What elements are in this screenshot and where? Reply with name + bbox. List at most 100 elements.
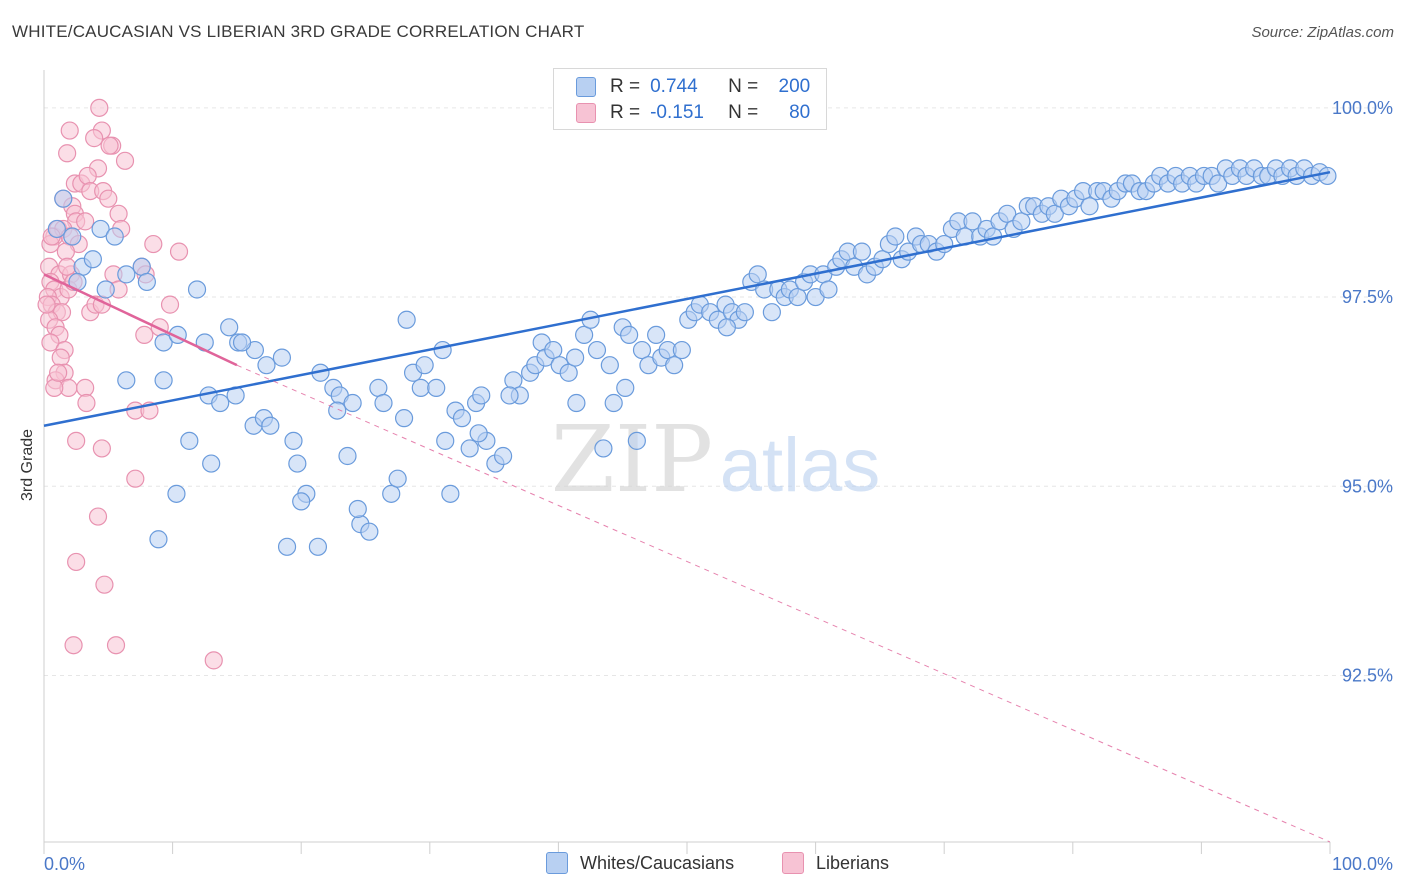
legend-swatch-whites bbox=[576, 77, 596, 97]
whites-point bbox=[717, 318, 736, 337]
whites-point bbox=[388, 469, 407, 488]
whites-point bbox=[47, 219, 66, 239]
liberian-point bbox=[41, 333, 60, 352]
x-tick-label: 100.0% bbox=[1332, 854, 1393, 874]
liberian-point bbox=[92, 439, 111, 458]
whites-point bbox=[180, 431, 199, 450]
whites-point bbox=[963, 212, 982, 231]
whites-point bbox=[594, 439, 613, 458]
whites-point bbox=[567, 393, 586, 413]
whites-point bbox=[211, 393, 230, 413]
whites-point bbox=[137, 272, 156, 292]
legend-n-value-liberians: 80 bbox=[789, 102, 811, 123]
liberian-point bbox=[135, 325, 154, 345]
whites-point bbox=[382, 484, 401, 503]
whites-point bbox=[272, 348, 292, 367]
whites-point bbox=[762, 303, 781, 322]
whites-point bbox=[672, 340, 691, 360]
liberian-point bbox=[51, 348, 70, 367]
whites-point bbox=[819, 280, 838, 299]
legend-n-label: N = bbox=[728, 76, 759, 97]
whites-point bbox=[54, 189, 73, 208]
whites-point bbox=[566, 348, 585, 367]
legend-r-label: R = bbox=[610, 76, 641, 97]
liberians-trend-extension bbox=[236, 364, 1331, 843]
liberian-point bbox=[106, 636, 126, 655]
whites-point bbox=[308, 537, 328, 556]
whites-point bbox=[544, 340, 563, 360]
whites-point bbox=[284, 431, 303, 450]
liberian-point bbox=[58, 257, 77, 276]
liberian-point bbox=[100, 136, 119, 155]
y-axis-title: 3rd Grade bbox=[19, 429, 36, 501]
whites-point bbox=[374, 393, 393, 413]
whites-point bbox=[494, 446, 513, 466]
liberian-point bbox=[58, 144, 77, 163]
whites-point bbox=[415, 356, 434, 375]
y-tick-label: 92.5% bbox=[1342, 665, 1393, 685]
whites-point bbox=[587, 340, 607, 360]
whites-point bbox=[328, 401, 347, 420]
whites-point bbox=[460, 439, 479, 458]
whites-point bbox=[187, 280, 207, 299]
whites-point bbox=[620, 325, 639, 345]
whites-point bbox=[472, 386, 491, 405]
liberian-point bbox=[109, 204, 128, 223]
liberian-point bbox=[160, 295, 180, 314]
liberian-point bbox=[90, 98, 109, 117]
bottom-legend-label-whites: Whites/Caucasians bbox=[580, 852, 735, 873]
legend-swatch-liberians bbox=[576, 103, 596, 123]
whites-point bbox=[369, 378, 388, 397]
whites-point bbox=[647, 325, 666, 345]
liberian-point bbox=[169, 242, 189, 261]
whites-point bbox=[852, 242, 871, 261]
whites-point bbox=[338, 446, 357, 466]
whites-point bbox=[292, 492, 311, 511]
liberian-point bbox=[95, 575, 114, 594]
liberian-point bbox=[76, 378, 95, 397]
liberian-point bbox=[49, 363, 68, 382]
whites-point bbox=[735, 303, 754, 322]
whites-point bbox=[105, 227, 124, 246]
liberians-trend-line bbox=[43, 273, 238, 367]
axes bbox=[43, 70, 1331, 854]
whites-point bbox=[149, 530, 168, 549]
liberian-point bbox=[115, 151, 135, 170]
whites-point bbox=[604, 393, 623, 413]
whites-point bbox=[575, 325, 594, 345]
whites-point bbox=[600, 356, 619, 375]
liberian-point bbox=[77, 393, 96, 413]
liberian-point bbox=[204, 651, 223, 670]
chart-source: Source: ZipAtlas.com bbox=[1251, 24, 1394, 41]
whites-point bbox=[360, 522, 379, 541]
whites-point bbox=[232, 333, 252, 352]
whites-point bbox=[632, 340, 652, 360]
whites-point bbox=[220, 318, 239, 337]
liberian-point bbox=[45, 378, 64, 397]
whites-point bbox=[117, 371, 136, 390]
whites-point bbox=[132, 257, 151, 276]
whites-point bbox=[665, 356, 684, 375]
whites-point bbox=[394, 409, 414, 428]
legend-row-whites: R = 0.744 N = 200 bbox=[576, 74, 810, 100]
whites-point bbox=[96, 280, 115, 299]
whites-point bbox=[452, 409, 472, 428]
liberian-point bbox=[67, 431, 86, 450]
watermark: ZIP atlas bbox=[551, 406, 880, 513]
whites-point bbox=[1045, 204, 1064, 223]
whites-point bbox=[117, 265, 136, 284]
bottom-legend-liberians: Liberians bbox=[782, 852, 889, 874]
gridlines bbox=[44, 107, 1392, 676]
whites-point bbox=[411, 378, 430, 397]
whites-point bbox=[427, 378, 446, 397]
liberian-point bbox=[67, 552, 86, 572]
whites-trend-line bbox=[43, 170, 1331, 427]
whites-point bbox=[277, 537, 297, 556]
bottom-legend-whites: Whites/Caucasians bbox=[546, 852, 734, 874]
trend-lines bbox=[43, 170, 1331, 843]
bottom-legend-label-liberians: Liberians bbox=[816, 852, 890, 873]
whites-point bbox=[748, 265, 767, 284]
whites-point bbox=[1012, 212, 1031, 231]
legend-n-value-whites: 200 bbox=[778, 76, 811, 97]
whites-point bbox=[627, 431, 646, 450]
